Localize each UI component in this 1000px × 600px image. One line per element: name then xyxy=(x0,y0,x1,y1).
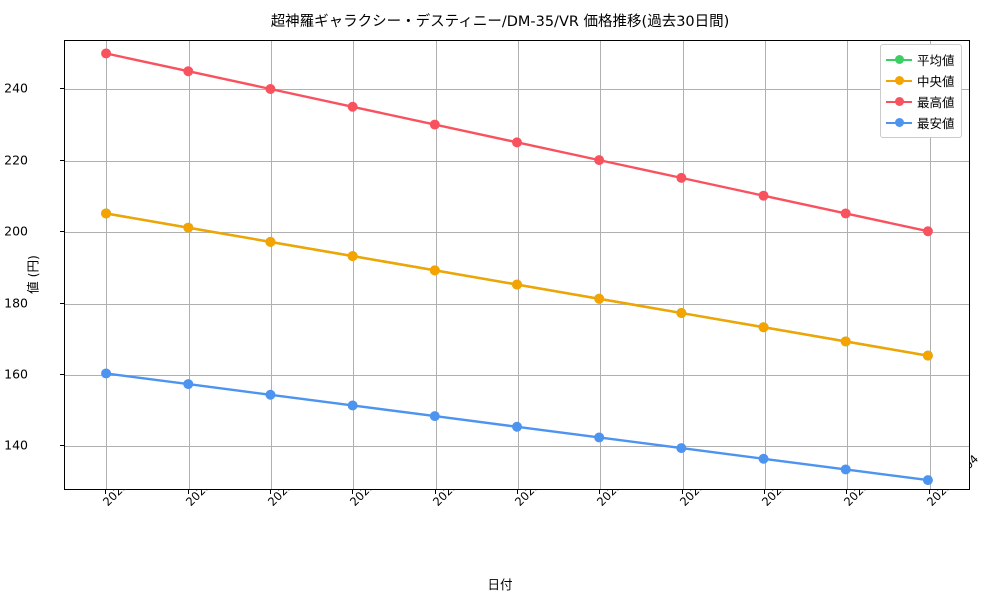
x-axis-tick-mark xyxy=(928,490,930,494)
x-axis-tick-mark xyxy=(599,490,601,494)
gridline-vertical xyxy=(847,41,849,489)
data-point xyxy=(758,322,769,333)
legend-item-最安値[interactable]: 最安値 xyxy=(886,112,955,133)
series-中央値 xyxy=(101,208,933,361)
legend-item-平均値[interactable]: 平均値 xyxy=(886,49,955,70)
gridline-vertical xyxy=(765,41,767,489)
data-point xyxy=(922,350,933,361)
data-point xyxy=(265,236,276,247)
gridline-vertical xyxy=(682,41,684,489)
legend-label: 平均値 xyxy=(917,53,955,68)
legend-item-最高値[interactable]: 最高値 xyxy=(886,91,955,112)
plot-area xyxy=(64,40,970,490)
data-point xyxy=(840,208,851,219)
data-point xyxy=(183,66,194,77)
gridline-vertical xyxy=(600,41,602,489)
legend-marker-icon xyxy=(886,95,912,109)
gridline-vertical xyxy=(106,41,108,489)
legend-item-中央値[interactable]: 中央値 xyxy=(886,70,955,91)
x-axis-label: 日付 xyxy=(487,577,513,592)
gridline-horizontal xyxy=(65,374,969,376)
y-axis-tick-mark xyxy=(60,231,64,233)
data-point xyxy=(840,464,851,475)
data-point xyxy=(594,155,605,166)
y-axis-tick-mark xyxy=(60,445,64,447)
gridline-horizontal xyxy=(65,232,969,234)
legend-marker-icon xyxy=(886,74,912,88)
legend-marker-icon xyxy=(886,116,912,130)
data-point xyxy=(101,368,112,379)
data-point xyxy=(512,137,522,148)
y-axis-tick-mark xyxy=(60,88,64,90)
series-最安値 xyxy=(101,368,933,486)
data-point xyxy=(183,379,194,390)
x-axis-tick-mark xyxy=(105,490,107,494)
data-point xyxy=(429,411,440,422)
legend-label: 中央値 xyxy=(917,74,955,89)
y-axis-tick-mark xyxy=(60,159,64,161)
y-axis-tick-label: 180 xyxy=(4,295,28,310)
x-axis-tick-mark xyxy=(517,490,518,494)
gridline-horizontal xyxy=(65,446,969,448)
legend-marker-icon xyxy=(886,53,912,67)
data-point xyxy=(922,226,933,237)
x-axis-tick-mark xyxy=(352,490,354,494)
gridline-vertical xyxy=(270,41,272,489)
data-point xyxy=(512,421,522,432)
data-point xyxy=(758,453,769,464)
series-最高値 xyxy=(101,48,933,237)
gridline-horizontal xyxy=(65,303,969,305)
data-point xyxy=(429,265,440,276)
gridline-vertical xyxy=(518,41,519,489)
y-axis-tick-label: 200 xyxy=(4,223,28,239)
y-axis-tick-mark xyxy=(60,302,64,304)
gridline-horizontal xyxy=(65,89,969,91)
data-point xyxy=(429,119,440,130)
y-axis-tick-label: 160 xyxy=(4,366,28,382)
y-axis-tick-label: 220 xyxy=(4,152,28,168)
legend-label: 最高値 xyxy=(917,95,955,110)
gridline-vertical xyxy=(435,41,437,489)
data-point xyxy=(758,190,769,201)
x-axis-tick-mark xyxy=(269,490,271,494)
y-axis-tick-mark xyxy=(60,373,64,375)
data-point xyxy=(101,208,112,219)
chart-legend: 平均値中央値最高値最安値 xyxy=(880,44,962,138)
gridline-vertical xyxy=(353,41,355,489)
data-point xyxy=(594,432,605,443)
x-axis-tick-mark xyxy=(846,490,848,494)
data-point xyxy=(265,84,276,94)
data-point xyxy=(840,336,851,347)
x-axis-tick-mark xyxy=(681,490,683,494)
series-layer xyxy=(101,48,933,486)
data-point xyxy=(676,308,687,318)
data-point xyxy=(347,101,358,112)
data-point xyxy=(347,400,358,411)
legend-label: 最安値 xyxy=(917,116,955,131)
chart-title: 超神羅ギャラクシー・デスティニー/DM-35/VR 価格推移(過去30日間) xyxy=(270,14,730,30)
data-point xyxy=(922,475,933,486)
data-point xyxy=(183,222,194,233)
gridline-horizontal xyxy=(65,160,969,162)
gridline-vertical xyxy=(188,41,190,489)
gridline-vertical xyxy=(929,41,931,489)
data-point xyxy=(676,172,687,183)
data-point xyxy=(265,389,276,400)
x-axis-tick-mark xyxy=(434,490,436,494)
y-axis-tick-label: 140 xyxy=(4,437,28,453)
x-axis-tick-mark xyxy=(187,490,189,494)
data-point xyxy=(512,279,522,290)
y-axis-tick-label: 240 xyxy=(4,80,28,96)
data-point xyxy=(347,251,358,262)
data-point xyxy=(594,293,605,304)
data-point xyxy=(676,443,687,454)
data-point xyxy=(101,48,112,59)
x-axis-tick-mark xyxy=(764,490,766,494)
